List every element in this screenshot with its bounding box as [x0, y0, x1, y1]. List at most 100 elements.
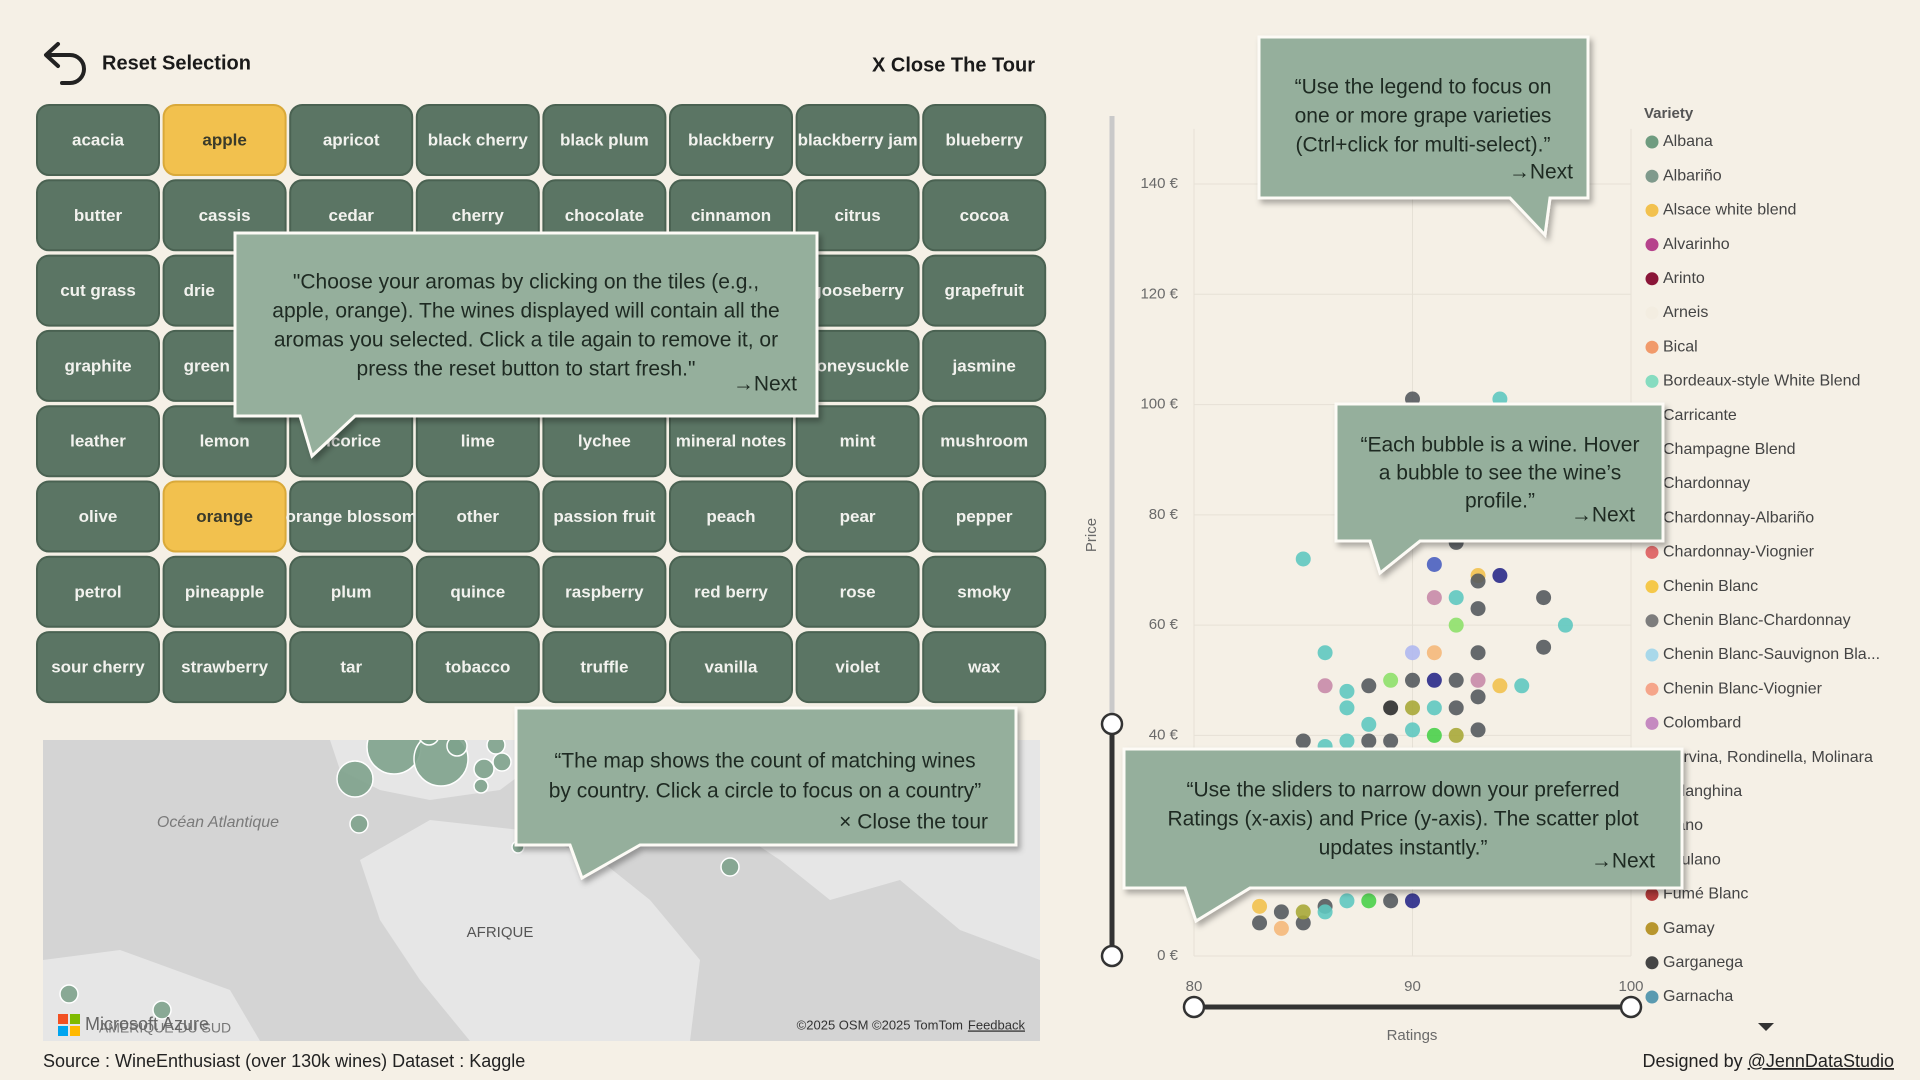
wine-bubble[interactable] — [1536, 590, 1552, 606]
aroma-tile[interactable]: raspberry — [542, 555, 667, 628]
wine-bubble[interactable] — [1295, 915, 1311, 931]
aroma-tile[interactable]: orange blossom — [286, 480, 417, 553]
wine-bubble[interactable] — [1448, 617, 1464, 633]
price-slider[interactable] — [1100, 116, 1124, 968]
legend-item[interactable]: Chenin Blanc-Viognier — [1645, 680, 1823, 697]
aroma-tile[interactable]: vanilla — [669, 631, 793, 704]
map-bubble[interactable] — [349, 814, 369, 834]
aroma-tile[interactable]: smoky — [922, 555, 1047, 628]
aroma-tile[interactable]: tar — [289, 631, 414, 704]
wine-bubble[interactable] — [1426, 672, 1442, 688]
slider-handle[interactable] — [1100, 944, 1124, 968]
wine-bubble[interactable] — [1383, 672, 1399, 688]
legend-item[interactable]: Arinto — [1645, 270, 1705, 287]
aroma-tile[interactable]: lychee — [542, 405, 667, 478]
wine-bubble[interactable] — [1339, 733, 1355, 749]
wine-bubble[interactable] — [1339, 700, 1355, 716]
aroma-tile[interactable]: leather — [36, 405, 160, 478]
wine-bubble[interactable] — [1470, 722, 1486, 738]
aroma-tile[interactable]: apple — [162, 104, 287, 176]
wine-bubble[interactable] — [1448, 727, 1464, 743]
wine-bubble[interactable] — [1252, 898, 1268, 914]
wine-bubble[interactable] — [1405, 672, 1420, 688]
wine-bubble[interactable] — [1273, 920, 1289, 936]
legend-item[interactable]: Chardonnay-Albariño — [1645, 509, 1815, 526]
aroma-tile[interactable]: pear — [795, 480, 920, 553]
callout-action[interactable]: →Next — [1571, 504, 1635, 527]
map-bubble[interactable] — [486, 736, 506, 755]
aroma-tile[interactable]: butter — [36, 179, 160, 252]
wine-bubble[interactable] — [1448, 700, 1464, 716]
wine-bubble[interactable] — [1470, 601, 1486, 617]
legend-item[interactable]: Chenin Blanc-Chardonnay — [1645, 612, 1851, 629]
aroma-tile[interactable]: graphite — [36, 329, 160, 402]
legend-scroll[interactable] — [1758, 1023, 1774, 1031]
callout-action[interactable]: →Next — [1591, 850, 1655, 873]
legend-item[interactable]: Colombard — [1645, 715, 1742, 732]
legend-item[interactable]: Chenin Blanc-Sauvignon Bla... — [1645, 646, 1881, 663]
aroma-tile[interactable]: cut grass — [36, 254, 160, 327]
wine-bubble[interactable] — [1470, 672, 1486, 688]
wine-bubble[interactable] — [1295, 551, 1311, 567]
aroma-tile[interactable]: blackberry jam — [795, 104, 920, 176]
aroma-tile[interactable]: lemon — [162, 405, 287, 478]
callout-action[interactable]: →Next — [1509, 161, 1573, 184]
wine-bubble[interactable] — [1470, 689, 1486, 705]
aroma-tile[interactable]: tobacco — [415, 631, 540, 704]
aroma-tile[interactable]: other — [415, 480, 540, 553]
wine-bubble[interactable] — [1426, 590, 1442, 606]
wine-bubble[interactable] — [1383, 733, 1399, 749]
legend-item[interactable]: Bical — [1645, 338, 1698, 355]
aroma-tile[interactable]: cocoa — [922, 179, 1047, 252]
wine-bubble[interactable] — [1317, 678, 1333, 694]
wine-bubble[interactable] — [1361, 716, 1377, 732]
legend-item[interactable]: Champagne Blend — [1645, 441, 1796, 458]
aroma-tile[interactable]: petrol — [36, 555, 160, 628]
wine-bubble[interactable] — [1405, 700, 1420, 716]
map-bubble[interactable] — [152, 1000, 172, 1020]
wine-bubble[interactable] — [1405, 722, 1420, 738]
footer-handle[interactable]: @JennDataStudio — [1748, 1051, 1894, 1071]
aroma-tile[interactable]: citrus — [795, 179, 920, 252]
legend-item[interactable]: Alsace white blend — [1645, 202, 1797, 219]
legend-item[interactable]: Albana — [1645, 133, 1713, 150]
map-bubble[interactable] — [473, 778, 489, 794]
callout-action[interactable]: × Close the tour — [839, 811, 988, 834]
aroma-tile[interactable]: violet — [795, 631, 920, 704]
aroma-tile[interactable]: olive — [36, 480, 160, 553]
wine-bubble[interactable] — [1339, 683, 1355, 699]
wine-bubble[interactable] — [1383, 700, 1399, 716]
aroma-tile[interactable]: honeysuckle — [795, 329, 920, 402]
wine-bubble[interactable] — [1295, 904, 1311, 920]
wine-bubble[interactable] — [1426, 700, 1442, 716]
legend-item[interactable]: Bordeaux-style White Blend — [1645, 373, 1861, 390]
aroma-tile[interactable]: plum — [289, 555, 414, 628]
wine-bubble[interactable] — [1405, 645, 1420, 661]
aroma-tile[interactable]: quince — [415, 555, 540, 628]
wine-bubble[interactable] — [1492, 678, 1508, 694]
wine-bubble[interactable] — [1273, 904, 1289, 920]
aroma-tile[interactable]: mint — [795, 405, 920, 478]
aroma-tile[interactable]: pineapple — [162, 555, 287, 628]
wine-bubble[interactable] — [1426, 727, 1442, 743]
wine-bubble[interactable] — [1339, 893, 1355, 909]
aroma-tile[interactable]: pepper — [922, 480, 1047, 553]
wine-bubble[interactable] — [1557, 617, 1573, 633]
aroma-tile[interactable]: black cherry — [415, 104, 540, 176]
wine-bubble[interactable] — [1426, 556, 1442, 572]
map-bubble[interactable] — [720, 857, 740, 877]
aroma-tile[interactable]: blackberry — [669, 104, 793, 176]
wine-bubble[interactable] — [1448, 590, 1464, 606]
aroma-tile[interactable]: rose — [795, 555, 920, 628]
aroma-tile[interactable]: mushroom — [922, 405, 1047, 478]
map-bubble[interactable] — [492, 752, 512, 772]
legend-item[interactable]: Garganega — [1645, 954, 1744, 971]
legend-item[interactable]: Fumé Blanc — [1645, 886, 1749, 903]
wine-bubble[interactable] — [1317, 904, 1333, 920]
map-bubble[interactable] — [59, 984, 79, 1004]
callout-action[interactable]: →Next — [733, 373, 797, 396]
wine-bubble[interactable] — [1536, 639, 1552, 655]
wine-bubble[interactable] — [1470, 573, 1486, 589]
wine-bubble[interactable] — [1361, 893, 1377, 909]
wine-bubble[interactable] — [1470, 645, 1486, 661]
